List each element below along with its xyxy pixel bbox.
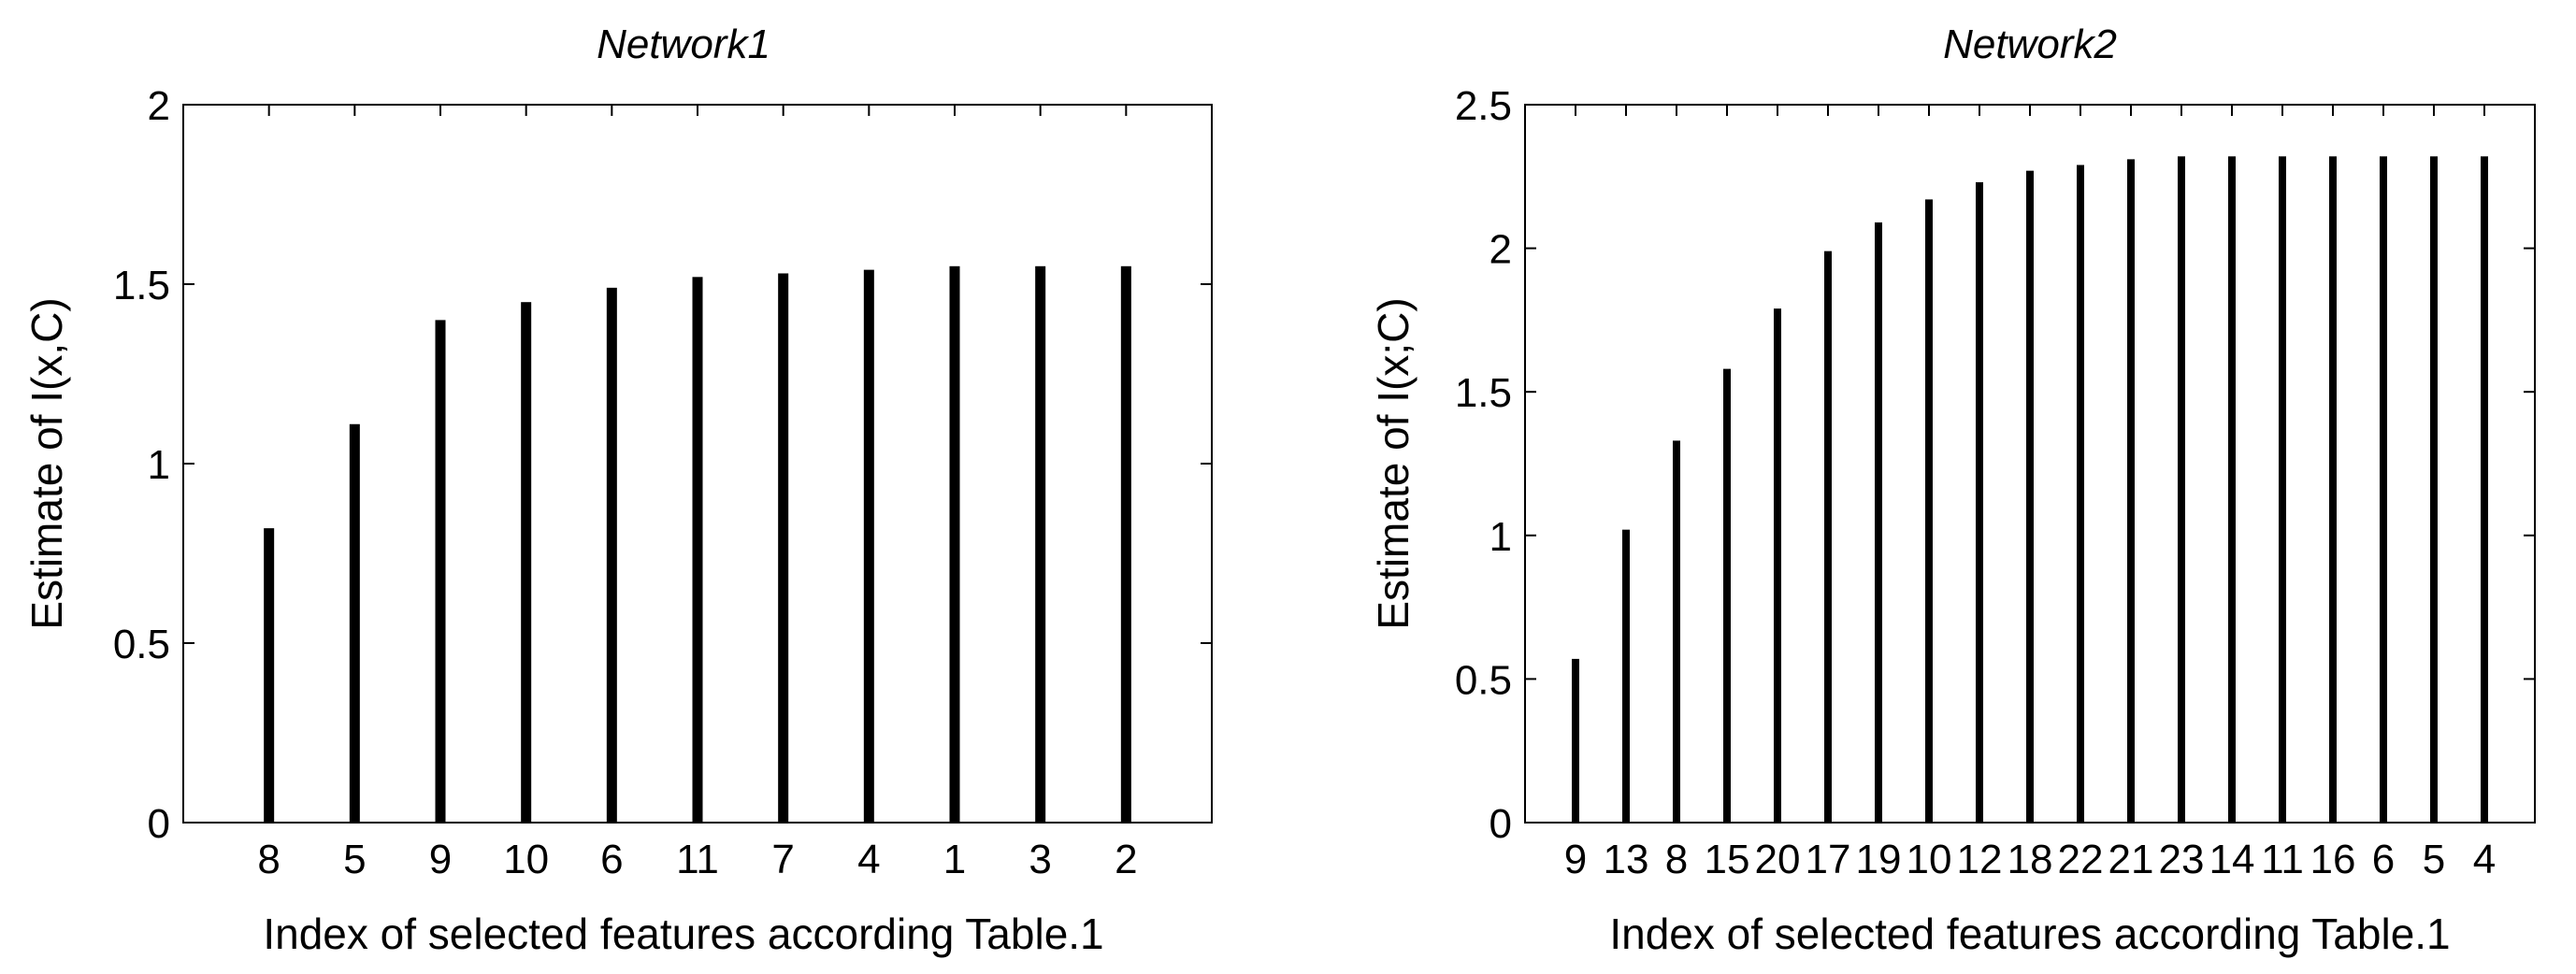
x-tick-label: 4 (857, 837, 880, 882)
x-tick-label: 5 (2423, 837, 2445, 882)
bar (1875, 222, 1882, 823)
x-tick-label: 4 (2473, 837, 2496, 882)
x-tick-label: 8 (257, 837, 280, 882)
y-tick-label: 1.5 (113, 263, 170, 308)
x-tick-label: 10 (503, 837, 549, 882)
chart-network2: Network2 0 0.5 1 1.5 2 2.5 9 13 8 15 20 17 19 10 12 18… (1369, 21, 2536, 958)
x-tick-label: 3 (1029, 837, 1051, 882)
x-tick-label: 17 (1806, 837, 1851, 882)
y-tick-label: 0.5 (1455, 657, 1512, 703)
x-tick-label: 2 (1115, 837, 1137, 882)
y-axis-label: Estimate of I(x;C) (1369, 297, 1418, 629)
bar (1925, 199, 1933, 824)
y-tick-group: 0 0.5 1 1.5 2 (113, 83, 1212, 847)
bar (349, 423, 360, 823)
bar (2077, 165, 2084, 824)
bar (2228, 156, 2236, 823)
bar (863, 269, 874, 823)
y-tick-label: 2 (1489, 227, 1512, 273)
bar (2430, 156, 2438, 823)
y-tick-group: 0 0.5 1 1.5 2 2.5 (1455, 83, 2535, 847)
x-tick-label: 12 (1957, 837, 2003, 882)
y-tick-label: 2 (148, 83, 170, 129)
bar (2481, 156, 2488, 823)
bar (1572, 658, 1579, 823)
bar (778, 273, 789, 824)
x-tick-label: 6 (600, 837, 623, 882)
y-tick-label: 1 (148, 442, 170, 488)
x-tick-label: 21 (2108, 837, 2154, 882)
y-axis-label: Estimate of I(x,C) (22, 297, 71, 629)
bar-group (264, 265, 1131, 824)
bar (2178, 156, 2185, 823)
chart-network1: Network1 0 0.5 1 1.5 2 8 5 9 10 6 11 7 4 1 3 2 Index o… (22, 21, 1213, 958)
x-tick-label: 19 (1856, 837, 1902, 882)
y-tick-label: 1.5 (1455, 370, 1512, 416)
bar (606, 287, 617, 824)
bar (1622, 529, 1630, 823)
bar-group (1572, 156, 2488, 824)
bar (2026, 170, 2034, 823)
y-tick-label: 0.5 (113, 622, 170, 667)
y-tick-label: 0 (148, 801, 170, 847)
bar (1824, 251, 1832, 823)
bar (264, 528, 275, 823)
x-tick-label: 1 (943, 837, 966, 882)
x-tick-label: 9 (1564, 837, 1587, 882)
x-tick-label: 9 (429, 837, 452, 882)
x-tick-label: 20 (1755, 837, 1801, 882)
chart-title: Network2 (1943, 21, 2117, 67)
x-tick-label: 11 (676, 837, 719, 882)
x-tick-label: 18 (2008, 837, 2053, 882)
x-tick-label: 10 (1907, 837, 1952, 882)
x-tick-label: 7 (771, 837, 794, 882)
bar (1723, 368, 1731, 823)
y-tick-label: 1 (1489, 514, 1512, 560)
x-tick-group: 8 5 9 10 6 11 7 4 1 3 2 (257, 105, 1138, 882)
bar (521, 302, 532, 823)
x-tick-label: 15 (1705, 837, 1750, 882)
chart-title: Network1 (597, 21, 770, 67)
x-tick-label: 22 (2058, 837, 2104, 882)
x-tick-label: 14 (2209, 837, 2255, 882)
x-axis-label: Index of selected features according Tab… (263, 910, 1103, 958)
bar (435, 320, 446, 823)
x-tick-label: 13 (1604, 837, 1649, 882)
bar (1673, 440, 1680, 823)
bar (1976, 181, 1983, 824)
bar (949, 265, 960, 823)
x-axis-label: Index of selected features according Tab… (1609, 910, 2450, 958)
bar (1035, 265, 1046, 823)
x-tick-label: 8 (1665, 837, 1688, 882)
x-tick-label: 6 (2372, 837, 2395, 882)
x-tick-label: 5 (343, 837, 366, 882)
y-tick-label: 2.5 (1455, 83, 1512, 129)
bar (2279, 156, 2286, 823)
x-tick-label: 16 (2310, 837, 2356, 882)
bar (1774, 308, 1781, 823)
x-tick-label: 23 (2159, 837, 2205, 882)
bar (2380, 156, 2387, 823)
bar (2329, 156, 2337, 823)
y-tick-label: 0 (1489, 801, 1512, 847)
bar (2127, 159, 2135, 824)
x-tick-label: 11 (2261, 837, 2304, 882)
x-tick-group: 9 13 8 15 20 17 19 10 12 18 22 21 23 14 11 16 6 5 4 (1564, 105, 2496, 882)
bar (1120, 265, 1131, 823)
bar (692, 277, 703, 823)
